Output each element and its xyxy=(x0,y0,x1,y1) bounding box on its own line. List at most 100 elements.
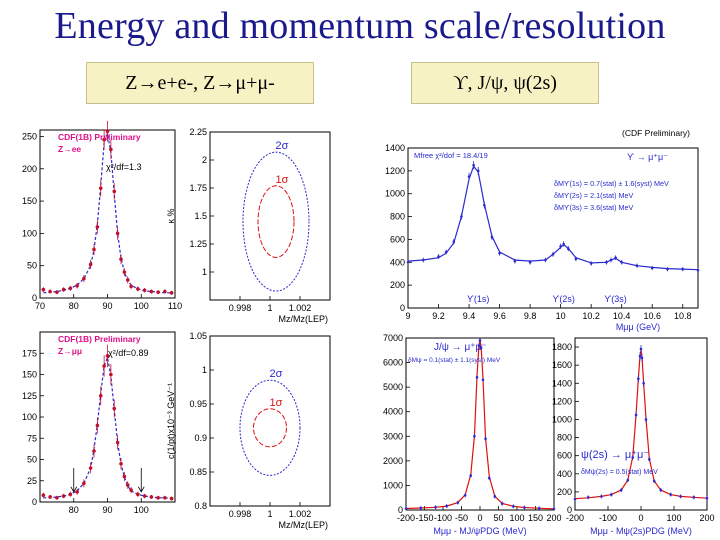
x-tick-label: 9.4 xyxy=(463,311,476,321)
resolution-note: δMϒ(2s) = 2.1(stat) MeV xyxy=(554,191,633,200)
y-tick-label: 150 xyxy=(22,370,37,380)
data-point xyxy=(406,260,410,264)
x-tick-label: 200 xyxy=(699,513,714,523)
y-tick-label: 1400 xyxy=(385,143,405,153)
fit-curve xyxy=(43,355,172,500)
data-point xyxy=(61,287,66,292)
zee-plot: 70 80 90 100 110 0 50 100 150 200 250 CDF(1B) Preli… xyxy=(22,120,182,311)
y-tick-label: 1.5 xyxy=(194,211,207,221)
data-point xyxy=(481,378,485,382)
x-tick-label: 0 xyxy=(638,513,643,523)
chart-title: (CDF Preliminary) xyxy=(622,128,690,138)
fit-quality: Mfree χ²/dof = 18.4/19 xyxy=(414,151,488,160)
x-tick-label: 1.002 xyxy=(289,303,312,313)
contour-ellipse xyxy=(242,151,310,292)
zmm-plot: 80 90 100 0 25 50 75 100 125 150 175 CDF(1B) Prelim… xyxy=(22,331,176,515)
y-tick-label: 100 xyxy=(22,412,37,422)
z-channels-label: Z→e+e-, Z→μ+μ- xyxy=(86,62,314,104)
data-point xyxy=(642,381,645,385)
y-tick-label: 1 xyxy=(202,365,207,375)
data-point xyxy=(659,488,663,492)
data-point xyxy=(75,490,79,494)
data-point xyxy=(634,413,638,417)
data-point xyxy=(88,262,93,267)
data-point xyxy=(75,283,79,288)
page-title: Energy and momentum scale/resolution xyxy=(54,5,666,47)
data-point xyxy=(125,278,130,282)
data-point xyxy=(82,276,86,281)
x-axis-label: Mz/Mz(LEP) xyxy=(279,520,329,530)
data-point xyxy=(669,493,672,496)
data-point xyxy=(115,440,120,445)
y-axis-label: c(1/pt)x10⁻³ GeV⁻¹ xyxy=(166,383,176,459)
y-tick-label: 1000 xyxy=(383,480,403,490)
data-point xyxy=(574,257,578,261)
data-point xyxy=(98,186,103,190)
x-tick-label: 200 xyxy=(546,513,561,523)
y-tick-label: 7000 xyxy=(383,333,403,343)
ellipse-e-plot: 0.998 1 1.002 1 1.25 1.5 1.75 2 2.25 1σ 2σ Mz/Mz(LE… xyxy=(166,127,331,324)
x-tick-label: 10.6 xyxy=(643,311,661,321)
data-point xyxy=(487,476,491,480)
x-axis-label: Mz/Mz(LEP) xyxy=(279,314,329,324)
plot-frame xyxy=(209,131,331,301)
data-point xyxy=(513,259,517,263)
data-point xyxy=(600,495,603,498)
y-tick-label: 0 xyxy=(32,293,37,303)
plot-frame xyxy=(407,147,699,309)
data-point xyxy=(55,495,59,500)
contour-ellipse xyxy=(239,379,301,476)
data-point xyxy=(125,483,130,487)
y-tick-label: 400 xyxy=(557,469,572,479)
data-point xyxy=(136,287,140,291)
data-point xyxy=(68,492,73,497)
data-point xyxy=(467,175,471,178)
x-tick-label: 9.6 xyxy=(493,311,506,321)
data-point xyxy=(479,346,483,350)
data-point xyxy=(586,496,590,499)
data-point xyxy=(421,258,425,262)
window-arrow xyxy=(137,468,145,493)
data-point xyxy=(437,255,440,258)
plot-frame xyxy=(39,129,176,299)
y-tick-label: 250 xyxy=(22,131,37,141)
y-tick-label: 0.9 xyxy=(194,433,207,443)
y-tick-label: 25 xyxy=(27,476,37,486)
contour-label: 1σ xyxy=(270,397,283,409)
upsilon-plot: 9 9.2 9.4 9.6 9.8 10 10.2 10.4 10.6 10.8 0 200 400 60… xyxy=(385,128,700,332)
data-point xyxy=(650,266,654,270)
y-tick-label: 150 xyxy=(22,196,37,206)
y-tick-label: 200 xyxy=(557,487,572,497)
peak-label: ϒ(3s) xyxy=(604,294,626,304)
x-tick-label: 9.8 xyxy=(524,311,537,321)
data-point xyxy=(478,339,482,342)
chart-title: CDF(1B) Preliminary xyxy=(58,132,141,142)
data-point xyxy=(469,474,473,477)
x-tick-label: 90 xyxy=(102,505,112,515)
x-tick-label: 110 xyxy=(168,301,182,311)
y-tick-label: 400 xyxy=(390,257,405,267)
data-point xyxy=(573,497,577,501)
data-point xyxy=(98,393,103,398)
data-point xyxy=(473,434,476,438)
data-point xyxy=(434,505,437,509)
resolution-note: δMψ = 0.1(stat) ± 1.1(syst) MeV xyxy=(408,357,501,364)
data-point xyxy=(544,258,547,262)
data-point xyxy=(169,291,174,295)
data-point xyxy=(452,240,456,244)
data-point xyxy=(119,461,123,466)
y-tick-label: 4000 xyxy=(383,407,403,417)
data-point xyxy=(112,189,117,194)
data-point xyxy=(484,437,487,441)
data-point xyxy=(92,449,96,453)
data-point xyxy=(551,252,555,256)
y-tick-label: 1.25 xyxy=(189,239,207,249)
data-point xyxy=(696,268,700,272)
x-axis-label: Mμμ - Mψ(2s)PDG (MeV) xyxy=(590,526,692,536)
y-tick-label: 1600 xyxy=(552,360,572,370)
data-point xyxy=(493,495,497,498)
data-point xyxy=(112,406,117,411)
data-point xyxy=(109,147,113,152)
data-point xyxy=(456,501,460,504)
x-tick-label: 100 xyxy=(666,513,681,523)
